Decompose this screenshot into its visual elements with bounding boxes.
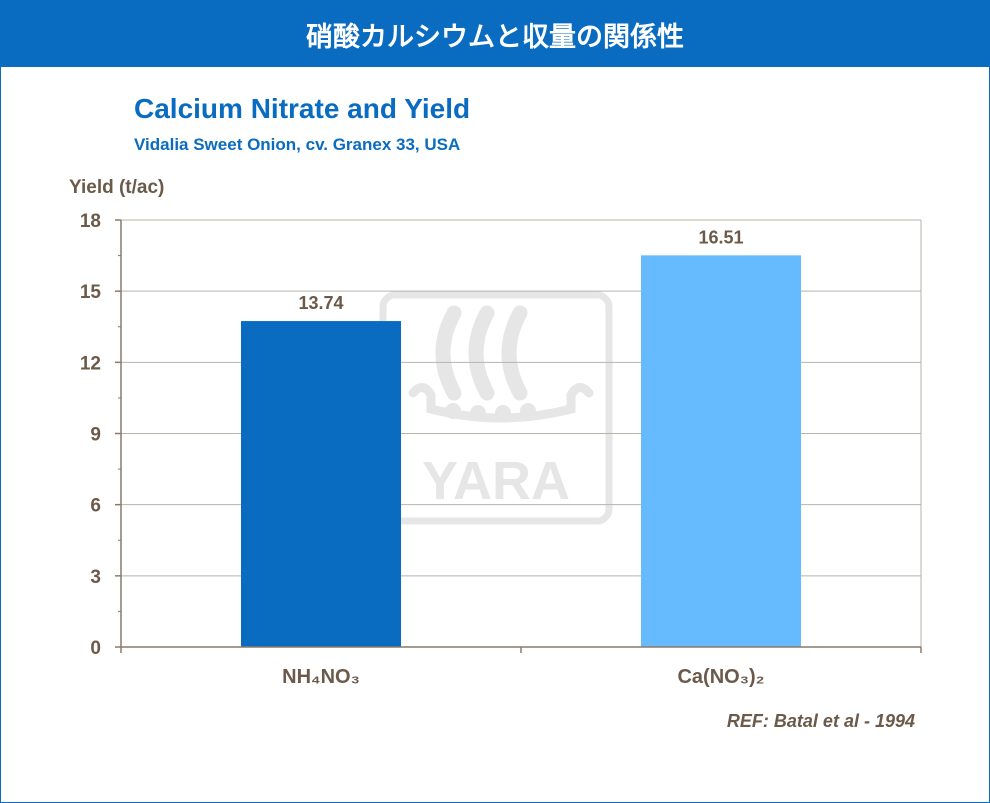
data-label: 16.51 <box>698 227 743 247</box>
yara-watermark-logo: YARA <box>379 291 613 525</box>
y-tick-label: 3 <box>90 567 101 588</box>
reference-note: REF: Batal et al - 1994 <box>726 711 915 731</box>
chart-subtitle: Vidalia Sweet Onion, cv. Granex 33, USA <box>134 135 461 154</box>
y-tick-label: 9 <box>90 425 101 446</box>
bar-1 <box>241 321 401 647</box>
x-category-label: Ca(NO₃)₂ <box>677 666 764 688</box>
y-tick-label: 12 <box>80 353 101 374</box>
y-tick-label: 6 <box>90 496 101 517</box>
bar-2 <box>641 255 801 647</box>
x-category-label: NH₄NO₃ <box>282 666 360 688</box>
watermark-text: YARA <box>422 451 570 511</box>
y-tick-label: 15 <box>80 282 102 303</box>
y-tick-label: 18 <box>80 211 101 232</box>
banner-title: 硝酸カルシウムと収量の関係性 <box>1 1 989 67</box>
data-label: 13.74 <box>298 293 343 313</box>
y-axis-label: Yield (t/ac) <box>69 177 165 198</box>
y-tick-label: 0 <box>90 638 101 659</box>
chart-title: Calcium Nitrate and Yield <box>134 93 471 124</box>
